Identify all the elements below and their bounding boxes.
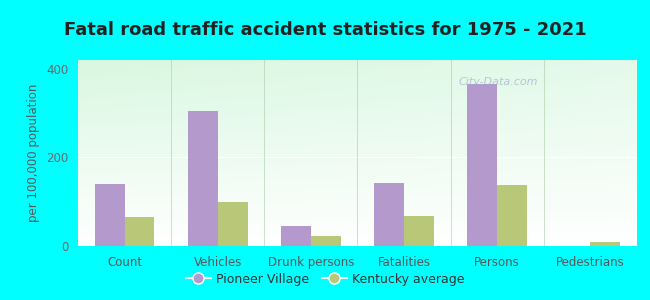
Bar [188, 111, 218, 246]
Text: Fatal road traffic accident statistics for 1975 - 2021: Fatal road traffic accident statistics f… [64, 21, 586, 39]
Bar [311, 236, 341, 246]
Bar [125, 217, 155, 246]
Bar [95, 184, 125, 246]
Bar [590, 242, 620, 246]
Bar [281, 226, 311, 246]
Bar [218, 202, 248, 246]
Bar [404, 216, 434, 246]
Y-axis label: per 100,000 population: per 100,000 population [27, 84, 40, 222]
Legend: Pioneer Village, Kentucky average: Pioneer Village, Kentucky average [181, 268, 469, 291]
Bar [374, 183, 404, 246]
Bar [467, 84, 497, 246]
Bar [497, 185, 527, 246]
Text: City-Data.com: City-Data.com [458, 77, 538, 87]
